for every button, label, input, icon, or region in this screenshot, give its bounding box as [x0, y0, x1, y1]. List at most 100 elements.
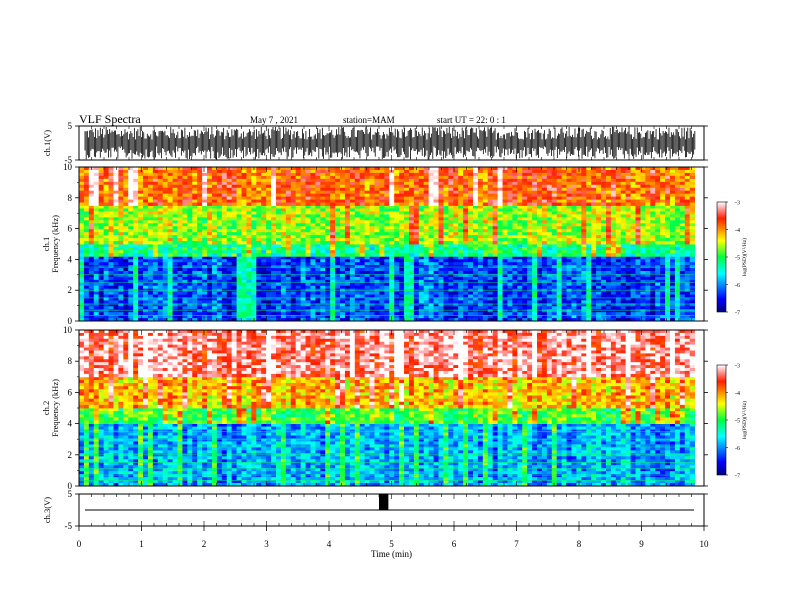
spectrogram-cell: [620, 297, 627, 301]
spectrogram-cell: [320, 279, 326, 284]
spectrogram-cell: [108, 318, 114, 322]
spectrogram-cell: [172, 235, 178, 239]
spectrogram-cell: [162, 294, 169, 298]
spectrogram-cell: [492, 256, 499, 260]
spectrogram-cell: [354, 282, 361, 287]
spectrogram-cell: [236, 303, 242, 307]
spectrogram-cell: [620, 247, 627, 251]
spectrogram-cell: [354, 262, 361, 266]
spectrogram-cell: [689, 256, 696, 260]
spectrogram-cell: [586, 268, 592, 272]
spectrogram-cell: [389, 306, 395, 310]
spectrogram-cell: [138, 279, 144, 284]
spectrogram-cell: [487, 309, 494, 313]
spectrogram-cell: [266, 306, 272, 310]
spectrogram-cell: [330, 223, 336, 227]
spectrogram-cell: [241, 220, 247, 224]
spectrogram-cell: [566, 268, 572, 272]
spectrogram-cell: [418, 241, 425, 245]
spectrogram-cell: [103, 250, 109, 254]
spectrogram-cell: [133, 282, 139, 287]
spectrogram-cell: [630, 271, 636, 275]
spectrogram-cell: [216, 268, 223, 272]
spectrogram-cell: [310, 220, 316, 224]
spectrogram-cell: [93, 199, 100, 203]
spectrogram-cell: [138, 315, 144, 319]
spectrogram-cell: [340, 205, 346, 209]
spectrogram-cell: [448, 285, 454, 290]
spectrogram-cell: [182, 247, 188, 251]
spectrogram-cell: [162, 232, 169, 236]
spectrogram-cell: [473, 303, 479, 307]
spectrogram-cell: [79, 181, 85, 186]
spectrogram-cell: [448, 250, 454, 254]
spectrogram-cell: [103, 241, 109, 245]
spectrogram-cell: [310, 229, 316, 233]
spectrogram-cell: [453, 244, 459, 248]
spectrogram-cell: [689, 262, 696, 266]
spectrogram-cell: [492, 205, 499, 209]
spectrogram-cell: [418, 229, 425, 233]
spectrogram-cell: [394, 241, 400, 245]
spectrogram-cell: [541, 291, 548, 295]
spectrogram-cell: [113, 208, 119, 212]
spectrogram-cell: [211, 256, 218, 260]
spectrogram-cell: [172, 300, 178, 304]
spectrogram-cell: [108, 235, 114, 239]
spectrogram-cell: [369, 285, 375, 290]
spectrogram-cell: [655, 297, 661, 301]
spectrogram-cell: [591, 259, 597, 263]
spectrogram-cell: [256, 262, 262, 266]
spectrogram-cell: [497, 250, 503, 254]
spectrogram-cell: [473, 271, 479, 275]
spectrogram-cell: [221, 253, 228, 257]
spectrogram-cell: [280, 211, 287, 215]
spectrogram-cell: [605, 250, 612, 254]
spectrogram-cell: [295, 312, 302, 316]
spectrogram-cell: [610, 312, 617, 316]
spectrogram-cell: [512, 259, 518, 263]
spectrogram-cell: [157, 318, 164, 322]
spectrogram-cell: [522, 318, 528, 322]
spectrogram-cell: [192, 285, 198, 290]
spectrogram-cell: [630, 256, 636, 260]
spectrogram-cell: [113, 178, 119, 183]
spectrogram-cell: [241, 235, 247, 239]
spectrogram-cell: [566, 232, 572, 236]
spectrogram-cell: [123, 303, 129, 307]
spectrogram-cell: [674, 271, 681, 275]
spectrogram-cell: [118, 309, 124, 313]
spectrogram-cell: [640, 220, 646, 224]
spectrogram-cell: [83, 202, 90, 206]
spectrogram-cell: [157, 297, 164, 301]
spectrogram-cell: [586, 315, 592, 319]
spectrogram-cell: [468, 253, 474, 257]
spectrogram-cell: [561, 208, 567, 212]
spectrogram-cell: [468, 297, 474, 301]
spectrogram-cell: [98, 181, 105, 186]
spectrogram-cell: [182, 312, 188, 316]
spectrogram-cell: [458, 318, 464, 322]
spectrogram-cell: [384, 285, 390, 290]
spectrogram-cell: [305, 217, 311, 221]
spectrogram-cell: [88, 190, 95, 195]
spectrogram-cell: [394, 312, 400, 316]
spectrogram-cell: [266, 220, 272, 224]
spectrogram-cell: [310, 291, 316, 295]
spectrogram-cell: [152, 312, 159, 316]
spectrogram-cell: [605, 282, 612, 287]
spectrogram-cell: [379, 279, 385, 284]
spectrogram-cell: [98, 238, 105, 242]
spectrogram-cell: [497, 232, 503, 236]
spectrogram-cell: [152, 211, 159, 215]
spectrogram-cell: [108, 190, 114, 195]
spectrogram-cell: [453, 285, 459, 290]
spectrogram-cell: [300, 303, 306, 307]
spectrogram-cell: [433, 256, 439, 260]
spectrogram-cell: [522, 259, 528, 263]
spectrogram-cell: [344, 208, 351, 212]
spectrogram-cell: [261, 238, 267, 242]
spectrogram-cell: [527, 312, 533, 316]
spectrogram-cell: [581, 250, 587, 254]
spectrogram-cell: [133, 244, 139, 248]
